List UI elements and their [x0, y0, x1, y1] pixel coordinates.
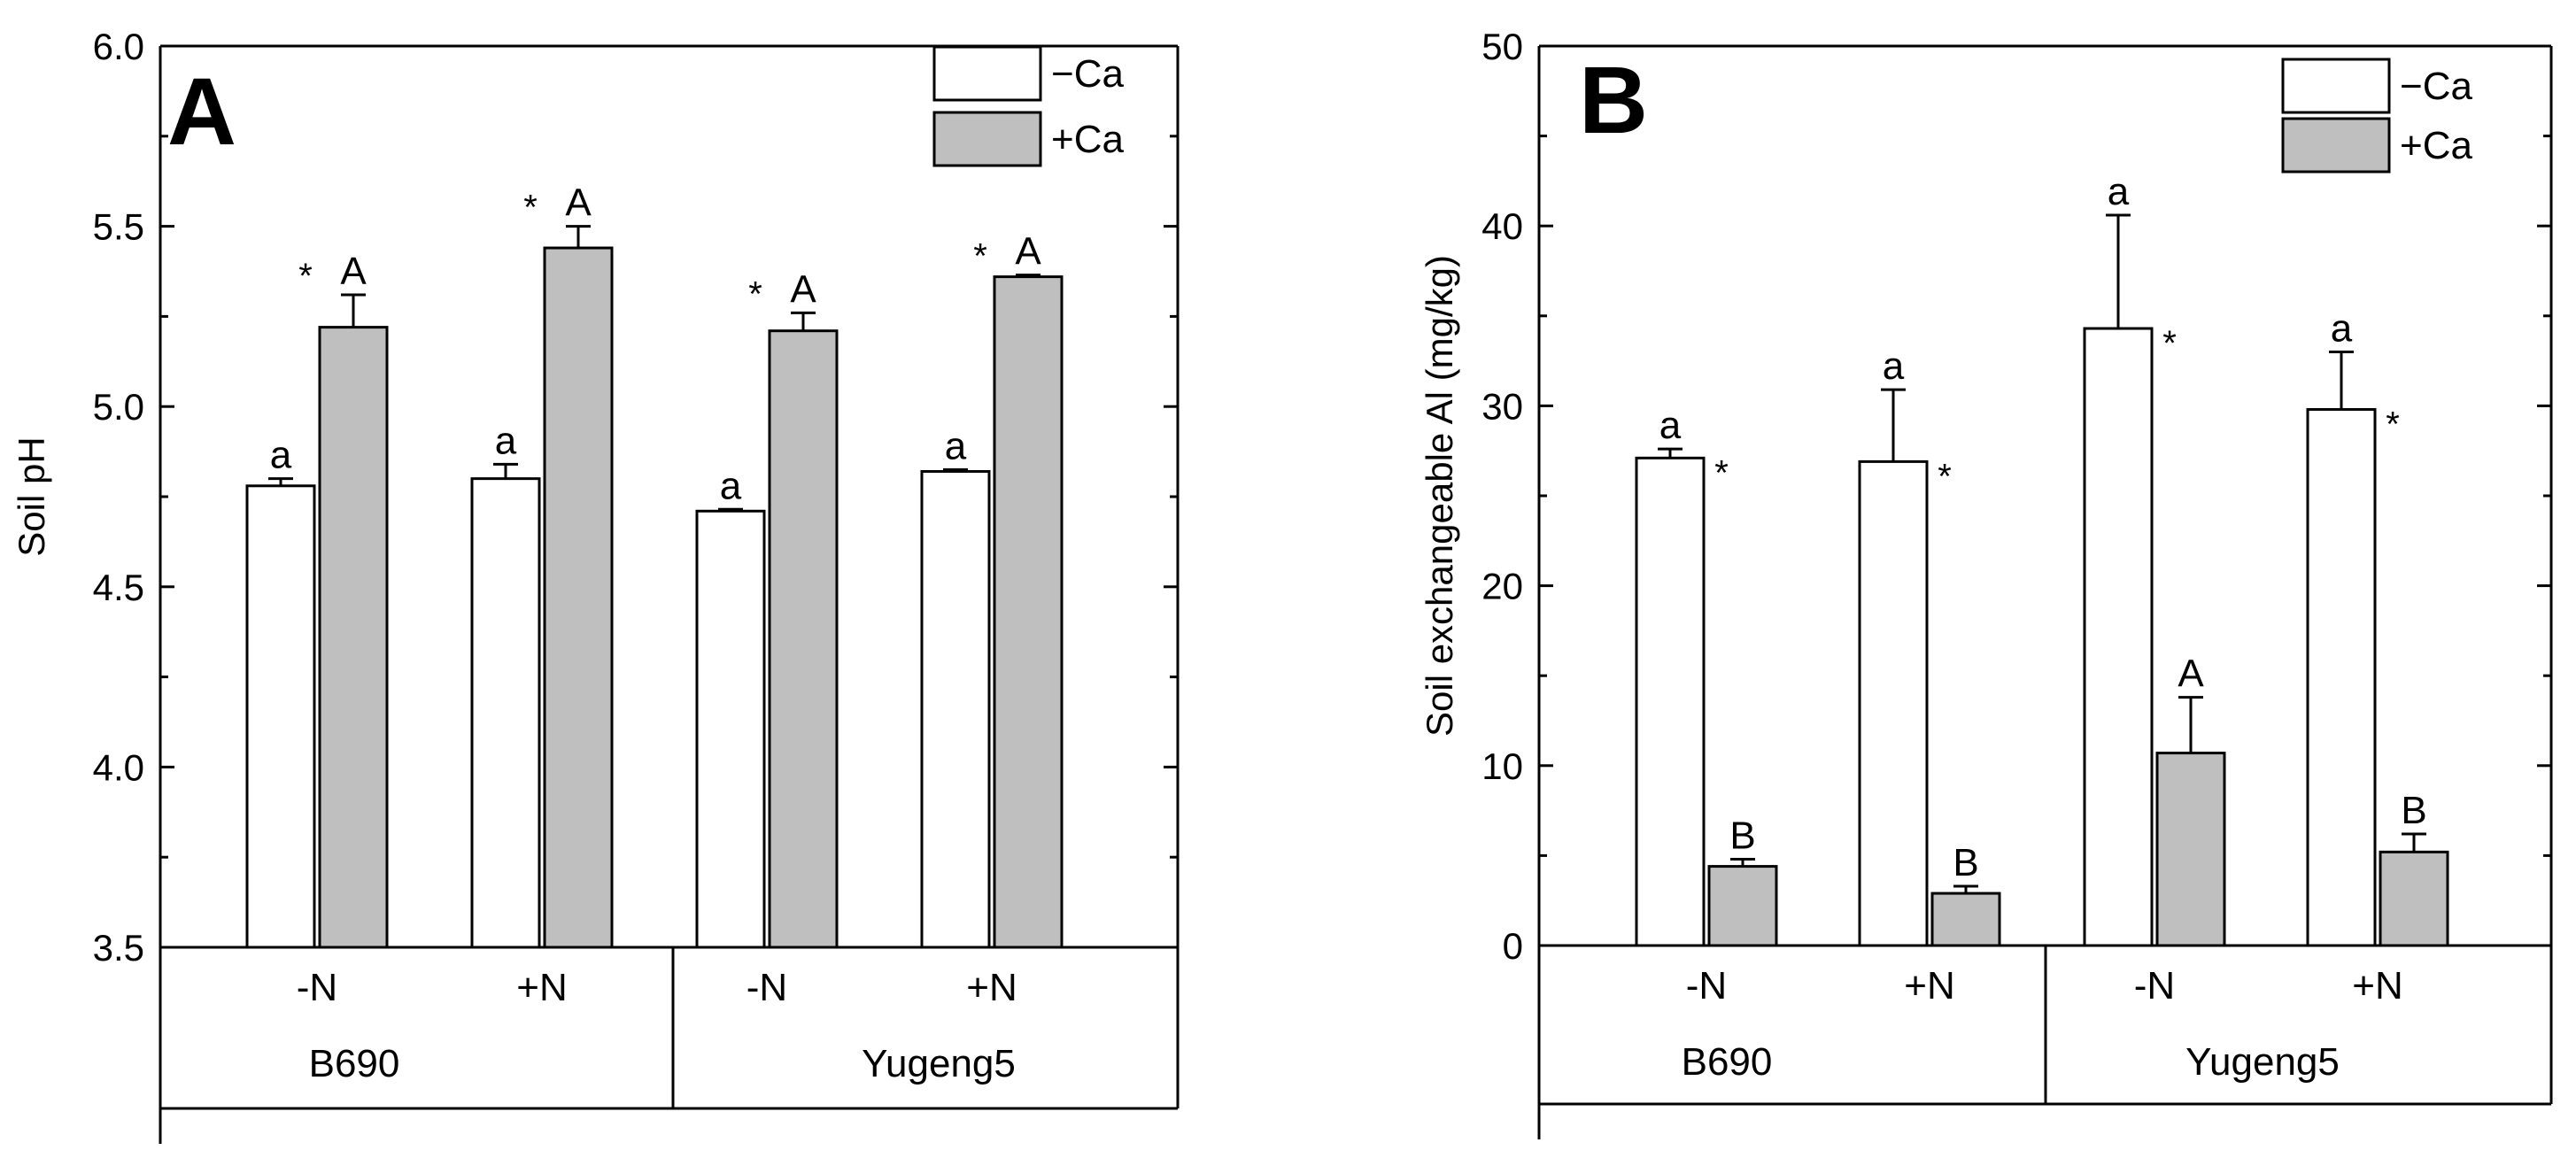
y-axis-label: Soil pH [11, 436, 52, 556]
bar [695, 509, 766, 949]
x-category-label: -N [297, 966, 337, 1009]
x-category-label: +N [1904, 964, 1954, 1007]
significance-star: * [1714, 453, 1729, 492]
significance-letter: A [790, 267, 816, 311]
x-group-label: B690 [309, 1042, 400, 1085]
y-tick-label: 10 [1481, 745, 1523, 787]
significance-star: * [973, 237, 987, 276]
significance-letter: B [2401, 789, 2426, 832]
panel-letter: B [1579, 46, 1648, 153]
legend-label: −Ca [1051, 52, 1124, 96]
legend-swatch [2281, 58, 2391, 114]
significance-letter: A [1015, 230, 1041, 274]
x-category-label: +N [516, 966, 567, 1009]
x-group-label: B690 [1682, 1040, 1773, 1084]
significance-letter: B [1729, 814, 1755, 857]
panel-letter: A [167, 58, 236, 165]
x-category-label: -N [2134, 964, 2175, 1007]
x-category-label: -N [746, 966, 787, 1009]
panel-b: 0 10 20 30 40 50 Soil exchangeable Al (mg/kg) B… [1419, 26, 2553, 1139]
significance-letter: a [720, 464, 742, 507]
bar [920, 469, 991, 949]
legend-label: −Ca [2400, 65, 2472, 108]
significance-letter: a [945, 424, 967, 467]
y-tick-label: 40 [1481, 205, 1523, 247]
significance-star: * [298, 257, 313, 296]
x-category-label: +N [2352, 964, 2402, 1007]
legend-label: +Ca [1051, 118, 1124, 161]
y-tick-label: 5.0 [93, 386, 144, 428]
significance-star: * [748, 274, 762, 313]
bar [2155, 752, 2226, 947]
significance-letter: a [2108, 170, 2130, 213]
y-tick-label: 30 [1481, 385, 1523, 427]
significance-star: * [2386, 405, 2400, 444]
significance-letter: a [2331, 306, 2353, 350]
legend-swatch [932, 45, 1042, 102]
significance-letter: a [270, 434, 292, 477]
significance-star: * [2162, 324, 2177, 363]
bar [2379, 850, 2449, 947]
significance-letter: a [1883, 344, 1905, 388]
y-tick-label: 6.0 [93, 26, 144, 67]
x-group-label: Yugeng5 [2185, 1040, 2340, 1084]
y-tick-label: 5.5 [93, 206, 144, 248]
significance-star: * [523, 189, 538, 228]
bar [1707, 865, 1778, 947]
y-tick-label: 4.0 [93, 746, 144, 788]
y-tick-label: 3.5 [93, 927, 144, 969]
panel-a: 3.5 4.0 4.5 5.0 5.5 6.0 Soil pH Aa a a a A * A * A * A * -N… [11, 26, 1180, 1144]
y-tick-label: 4.5 [93, 567, 144, 608]
significance-letter: B [1953, 841, 1978, 884]
bar [245, 484, 316, 949]
y-tick-label: 50 [1481, 26, 1523, 67]
significance-letter: A [565, 181, 592, 225]
bar [1930, 892, 2001, 947]
bar [318, 326, 389, 949]
significance-letter: A [2178, 652, 2204, 696]
legend-label: +Ca [2400, 124, 2472, 167]
significance-letter: A [340, 250, 367, 293]
y-tick-label: 20 [1481, 566, 1523, 607]
bar [768, 329, 839, 949]
y-tick-label: 0 [1503, 925, 1523, 967]
significance-letter: a [495, 419, 517, 462]
x-category-label: -N [1686, 964, 1727, 1007]
bar [993, 275, 1064, 949]
y-axis-label: Soil exchangeable Al (mg/kg) [1419, 255, 1460, 737]
x-group-label: Yugeng5 [862, 1042, 1016, 1085]
bar [1858, 459, 1929, 947]
bar [1635, 456, 1706, 947]
bar [470, 477, 541, 949]
bar [2306, 407, 2377, 947]
bar [543, 246, 614, 949]
significance-letter: a [1659, 404, 1682, 447]
significance-star: * [1938, 457, 1952, 496]
legend-swatch [2281, 117, 2391, 174]
legend-swatch [932, 111, 1042, 167]
x-category-label: +N [966, 966, 1017, 1009]
bar [2083, 327, 2154, 947]
